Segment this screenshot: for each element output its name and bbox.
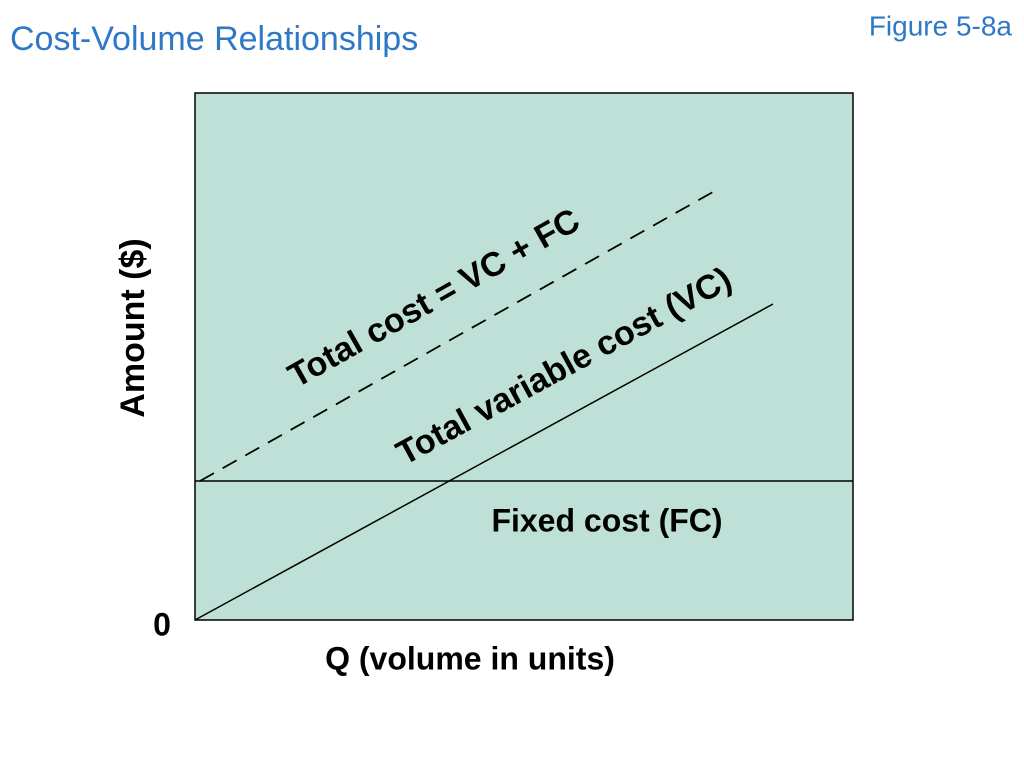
figure-label: Figure 5-8a	[869, 10, 1013, 41]
fixed-cost-label: Fixed cost (FC)	[491, 502, 722, 538]
origin-label: 0	[153, 606, 171, 642]
title: Cost-Volume Relationships	[10, 20, 418, 58]
variable-cost-line	[194, 303, 774, 621]
total-cost-line	[199, 187, 721, 482]
x-axis-label: Q (volume in units)	[325, 640, 615, 676]
y-axis-label: Amount ($)	[114, 238, 152, 417]
plot-area	[194, 92, 854, 621]
